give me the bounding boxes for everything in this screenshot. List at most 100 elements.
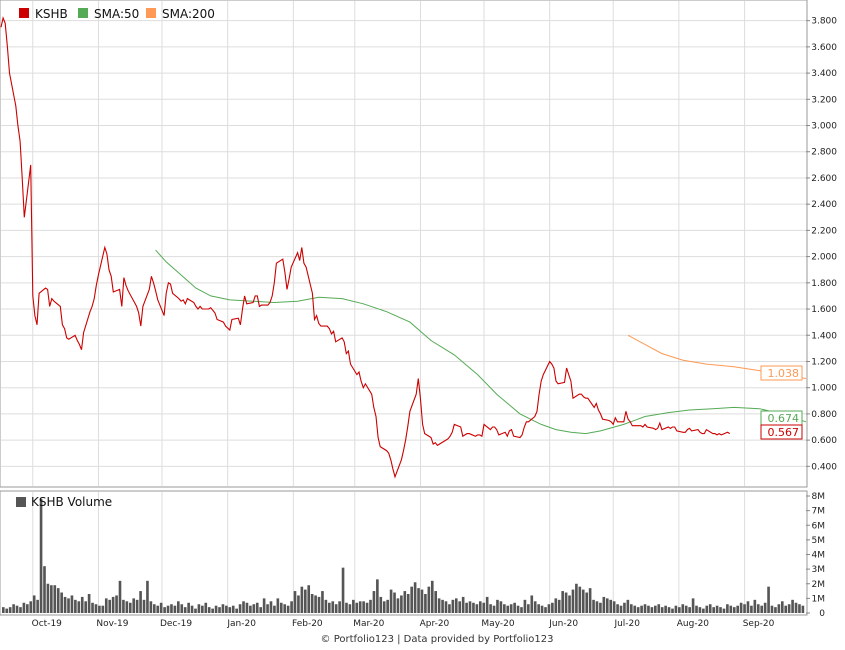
sma50-last-value-label: 0.674 — [760, 410, 803, 426]
volume-bar — [482, 602, 486, 613]
volume-bar — [32, 595, 36, 613]
volume-bar — [715, 605, 719, 613]
legend-swatch-kshb — [19, 8, 29, 18]
price-y-tick-label: 1.800 — [811, 279, 837, 289]
volume-bar — [702, 608, 705, 613]
volume-bar — [468, 601, 472, 613]
volume-bar — [389, 589, 393, 613]
volume-bar — [581, 589, 585, 613]
volume-bar — [681, 604, 685, 613]
volume-bar — [108, 599, 112, 613]
volume-bar — [197, 604, 201, 613]
volume-bar — [571, 589, 575, 613]
volume-bar — [142, 599, 146, 613]
volume-bar — [15, 605, 19, 613]
price-y-tick-label: 2.600 — [811, 174, 837, 184]
volume-bar — [750, 605, 753, 613]
volume-bar — [599, 602, 602, 613]
volume-bar — [612, 601, 616, 613]
volume-bar — [211, 608, 214, 613]
volume-bar — [63, 596, 67, 613]
volume-bar — [760, 605, 764, 613]
volume-bar — [321, 591, 324, 613]
volume-bar — [173, 605, 177, 613]
price-y-tick-label: 3.800 — [811, 17, 837, 27]
volume-bar — [214, 605, 218, 613]
volume-bar — [509, 604, 513, 613]
x-tick-label: May-20 — [481, 619, 514, 629]
volume-bar — [334, 604, 338, 613]
volume-bar — [557, 599, 561, 613]
volume-bar — [767, 586, 770, 613]
volume-bar — [417, 588, 420, 613]
price-y-tick-label: 0.600 — [811, 436, 837, 446]
volume-bar — [657, 604, 661, 613]
volume-bar — [5, 608, 9, 613]
volume-bar — [159, 602, 163, 613]
x-tick-label: Feb-20 — [292, 619, 323, 629]
volume-bar — [667, 607, 671, 613]
volume-bar — [492, 605, 496, 613]
volume-bar — [204, 602, 208, 613]
volume-bar — [91, 602, 94, 613]
x-tick-label: Jun-20 — [548, 619, 578, 629]
volume-bar — [36, 599, 39, 613]
volume-y-tick-label: 7M — [812, 507, 826, 517]
volume-bar — [163, 607, 166, 613]
volume-bar — [352, 599, 355, 613]
volume-bar — [87, 593, 91, 613]
volume-bar — [633, 605, 637, 613]
volume-bar — [626, 599, 630, 613]
volume-bar — [279, 602, 283, 613]
volume-bar — [341, 567, 345, 613]
volume-bar — [540, 605, 544, 613]
price-y-tick-label: 0.800 — [811, 410, 837, 420]
volume-bar — [430, 580, 434, 613]
volume-bar — [475, 604, 479, 613]
volume-bar — [640, 605, 643, 613]
volume-bar — [77, 601, 81, 613]
volume-gridlines — [32, 492, 746, 613]
volume-bar — [753, 599, 757, 613]
volume-bar — [252, 604, 256, 613]
volume-bar — [297, 595, 300, 613]
price-y-tick-label: 2.400 — [811, 200, 837, 210]
legend-label-volume: KSHB Volume — [31, 495, 112, 509]
volume-bar — [46, 583, 50, 613]
volume-bar — [358, 601, 362, 613]
price-y-tick-label: 3.200 — [811, 95, 837, 105]
volume-y-tick-label: 3M — [812, 565, 826, 575]
volume-bar — [756, 604, 760, 613]
volume-bar — [554, 598, 558, 614]
volume-bar — [444, 601, 448, 613]
volume-bar — [674, 605, 678, 613]
volume-bar — [67, 598, 70, 614]
volume-bar — [777, 604, 781, 613]
volume-bar — [623, 602, 626, 613]
volume-bar — [739, 602, 743, 613]
volume-bar — [650, 607, 654, 613]
legend-swatch-sma200 — [146, 8, 156, 18]
volume-bar — [259, 607, 262, 613]
volume-bar — [376, 579, 379, 613]
volume-bar — [111, 596, 115, 613]
volume-bar — [149, 601, 153, 613]
volume-bar — [94, 604, 98, 613]
volume-bar — [732, 607, 736, 613]
volume-bar — [688, 607, 691, 613]
price-y-tick-label: 0.400 — [811, 462, 837, 472]
volume-bar — [317, 596, 321, 613]
volume-y-axis: 0 1M 2M 3M 4M 5M 6M 7M 8M — [806, 492, 825, 619]
volume-bar — [393, 592, 396, 613]
volume-bar — [691, 598, 695, 614]
volume-bar — [465, 602, 468, 613]
volume-bar — [365, 602, 369, 613]
volume-legend: KSHB Volume — [16, 495, 112, 509]
volume-bar — [104, 598, 108, 614]
volume-bars — [2, 498, 805, 614]
volume-bar — [135, 599, 139, 613]
price-y-tick-label: 1.000 — [811, 384, 837, 394]
volume-bar — [328, 602, 331, 613]
volume-bar — [80, 596, 84, 613]
